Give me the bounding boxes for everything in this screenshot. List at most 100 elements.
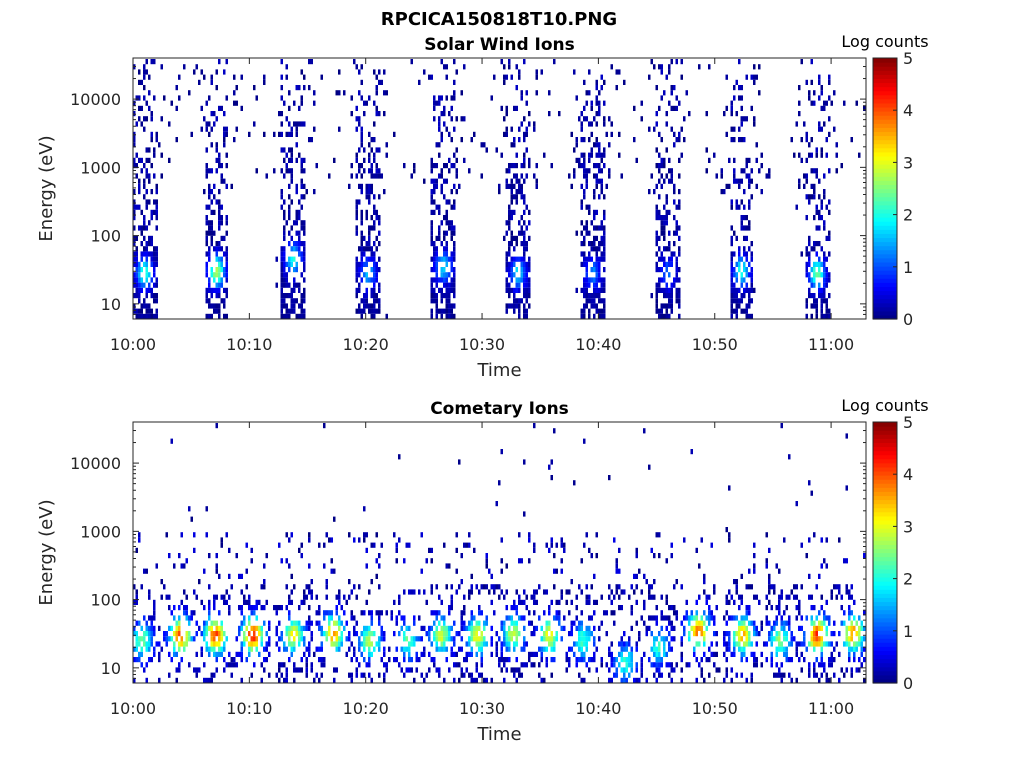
heatmap-cell — [545, 636, 548, 642]
heatmap-cell — [655, 667, 658, 673]
heatmap-cell — [663, 641, 666, 647]
heatmap-cell — [580, 625, 583, 631]
heatmap-cell — [805, 137, 808, 143]
heatmap-cell — [248, 131, 251, 137]
heatmap-cell — [303, 313, 306, 319]
heatmap-cell — [730, 235, 733, 241]
colorbar-segment — [873, 143, 897, 149]
heatmap-cell — [388, 646, 391, 652]
heatmap-cell — [593, 261, 596, 267]
heatmap-cell — [603, 246, 606, 252]
heatmap-cell — [825, 313, 828, 319]
heatmap-cell — [575, 625, 578, 631]
heatmap-cell — [848, 651, 851, 657]
heatmap-cell — [168, 636, 171, 642]
heatmap-cell — [668, 313, 671, 319]
heatmap-cell — [810, 277, 813, 283]
heatmap-cell — [798, 111, 801, 117]
heatmap-cell — [430, 241, 433, 247]
heatmap-cell — [435, 163, 438, 169]
heatmap-cell — [603, 313, 606, 319]
heatmap-cell — [853, 646, 856, 652]
heatmap-cell — [780, 672, 783, 678]
heatmap-cell — [350, 677, 353, 683]
heatmap-cell — [220, 537, 223, 543]
heatmap-cell — [595, 308, 598, 314]
heatmap-cell — [143, 126, 146, 132]
heatmap-cell — [808, 152, 811, 158]
heatmap-cell — [438, 116, 441, 122]
heatmap-cell — [148, 251, 151, 257]
heatmap-cell — [730, 241, 733, 247]
heatmap-cell — [438, 631, 441, 637]
heatmap-cell — [853, 651, 856, 657]
heatmap-cell — [485, 677, 488, 683]
heatmap-cell — [550, 636, 553, 642]
heatmap-cell — [735, 235, 738, 241]
heatmap-cell — [805, 246, 808, 252]
heatmap-cell — [540, 651, 543, 657]
heatmap-cell — [275, 641, 278, 647]
heatmap-cell — [368, 308, 371, 314]
heatmap-cell — [623, 672, 626, 678]
heatmap-cell — [193, 547, 196, 553]
heatmap-cell — [655, 615, 658, 621]
heatmap-cell — [705, 657, 708, 663]
heatmap-cell — [180, 657, 183, 663]
heatmap-cell — [598, 246, 601, 252]
heatmap-cell — [768, 173, 771, 179]
heatmap-cell — [488, 589, 491, 595]
heatmap-cell — [853, 615, 856, 621]
heatmap-cell — [225, 277, 228, 283]
heatmap-cell — [800, 625, 803, 631]
heatmap-cell — [138, 183, 141, 189]
heatmap-cell — [820, 537, 823, 543]
heatmap-cell — [330, 641, 333, 647]
heatmap-cell — [733, 293, 736, 299]
heatmap-cell — [570, 631, 573, 637]
heatmap-cell — [440, 173, 443, 179]
heatmap-cell — [418, 589, 421, 595]
heatmap-cell — [383, 631, 386, 637]
heatmap-cell — [438, 126, 441, 132]
x-tick-label: 10:40 — [575, 335, 621, 354]
heatmap-cell — [205, 230, 208, 236]
heatmap-cell — [588, 256, 591, 262]
heatmap-cell — [223, 298, 226, 304]
heatmap-cell — [213, 646, 216, 652]
heatmap-cell — [410, 589, 413, 595]
heatmap-cell — [520, 298, 523, 304]
heatmap-cell — [663, 272, 666, 278]
heatmap-cell — [228, 573, 231, 579]
heatmap-cell — [380, 636, 383, 642]
heatmap-cell — [810, 194, 813, 200]
heatmap-cell — [220, 235, 223, 241]
heatmap-cell — [443, 111, 446, 117]
heatmap-cell — [623, 631, 626, 637]
heatmap-cell — [138, 69, 141, 75]
heatmap-cell — [295, 261, 298, 267]
heatmap-cell — [663, 230, 666, 236]
heatmap-cell — [670, 636, 673, 642]
heatmap-cell — [223, 599, 226, 605]
heatmap-cell — [705, 594, 708, 600]
heatmap-cell — [300, 225, 303, 231]
heatmap-cell — [453, 272, 456, 278]
heatmap-cell — [775, 651, 778, 657]
heatmap-cell — [303, 251, 306, 257]
heatmap-cell — [208, 313, 211, 319]
heatmap-cell — [295, 298, 298, 304]
heatmap-cell — [615, 69, 618, 75]
heatmap-cell — [378, 308, 381, 314]
heatmap-cell — [293, 220, 296, 226]
heatmap-cell — [283, 225, 286, 231]
heatmap-cell — [505, 631, 508, 637]
heatmap-cell — [590, 256, 593, 262]
heatmap-cell — [513, 631, 516, 637]
heatmap-cell — [595, 178, 598, 184]
heatmap-cell — [430, 267, 433, 273]
heatmap-cell — [385, 662, 388, 668]
heatmap-cell — [293, 625, 296, 631]
heatmap-cell — [205, 126, 208, 132]
